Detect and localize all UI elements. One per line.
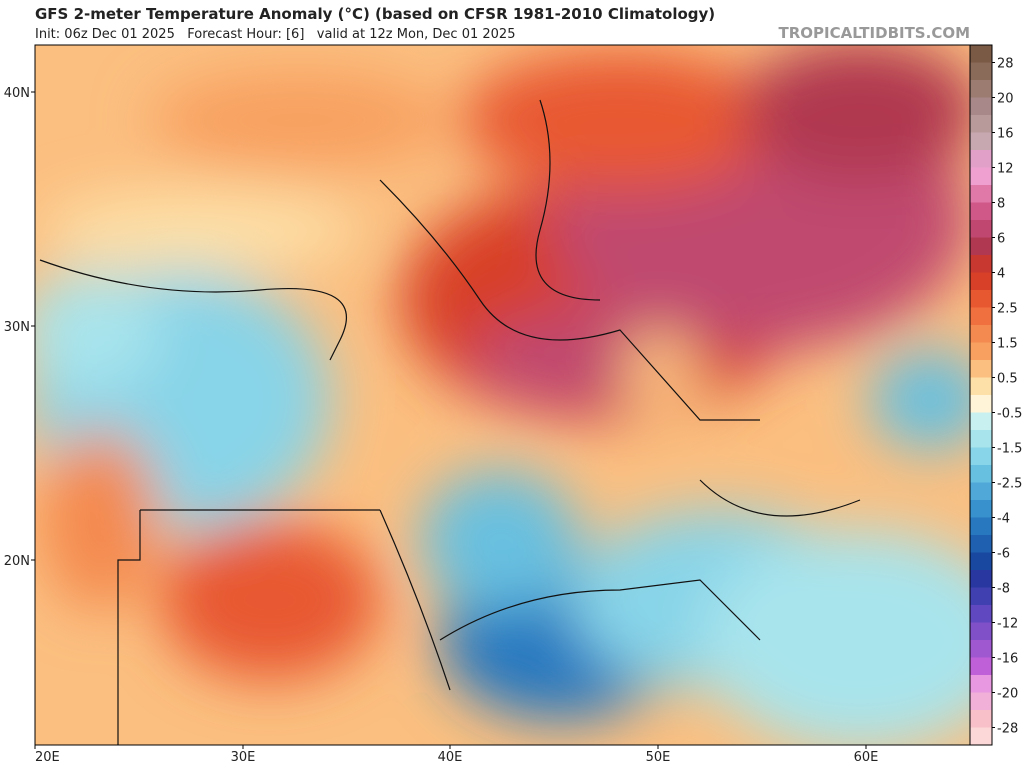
colorbar-frame — [969, 44, 993, 746]
colorbar-swatch — [970, 657, 992, 676]
colorbar-swatch — [970, 447, 992, 466]
lon-label: 50E — [646, 750, 671, 765]
colorbar-label: 28 — [997, 57, 1014, 72]
colorbar-swatch — [970, 45, 992, 63]
colorbar-label: -6 — [997, 547, 1010, 562]
colorbar-swatch — [970, 570, 992, 588]
colorbar-swatch — [970, 692, 992, 711]
colorbar-label: -16 — [997, 652, 1018, 667]
colorbar-swatch — [970, 395, 992, 413]
colorbar-swatch — [970, 482, 992, 501]
colorbar-label: -28 — [997, 722, 1018, 737]
lon-label: 40E — [438, 750, 463, 765]
map-field — [35, 45, 970, 745]
colorbar-swatch — [970, 360, 992, 378]
colorbar-label: -8 — [997, 582, 1010, 597]
colorbar-swatch — [970, 517, 992, 536]
colorbar-swatch — [970, 605, 992, 623]
colorbar-swatch — [970, 115, 992, 133]
colorbar-swatch — [970, 377, 992, 396]
title: GFS 2-meter Temperature Anomaly (°C) (ba… — [35, 5, 715, 23]
colorbar-label: -1.5 — [997, 442, 1022, 457]
lon-label: 60E — [854, 750, 879, 765]
lat-label: 40N — [4, 86, 30, 101]
colorbar-swatch — [970, 727, 992, 746]
lon-label: 20E — [35, 750, 60, 765]
colorbar-label: 12 — [997, 162, 1014, 177]
colorbar-swatch — [970, 290, 992, 308]
colorbar-swatch — [970, 710, 992, 728]
colorbar-label: 4 — [997, 267, 1005, 282]
colorbar-swatch — [970, 150, 992, 168]
colorbar-swatch — [970, 62, 992, 81]
colorbar-label: -2.5 — [997, 477, 1022, 492]
colorbar-label: -4 — [997, 512, 1010, 527]
colorbar-swatch — [970, 220, 992, 238]
colorbar-swatch — [970, 272, 992, 291]
colorbar-swatch — [970, 202, 992, 221]
lat-label: 30N — [4, 320, 30, 335]
colorbar-swatch — [970, 430, 992, 448]
colorbar-swatch — [970, 307, 992, 326]
colorbar-swatch — [970, 412, 992, 431]
lat-label: 20N — [4, 554, 30, 569]
colorbar-swatch — [970, 97, 992, 116]
colorbar-label: -20 — [997, 687, 1018, 702]
colorbar-label: 20 — [997, 92, 1014, 107]
colorbar-swatch — [970, 500, 992, 518]
colorbar-label: 1.5 — [997, 337, 1018, 352]
colorbar-label: 8 — [997, 197, 1005, 212]
colorbar-label: 6 — [997, 232, 1005, 247]
subtitle: Init: 06z Dec 01 2025 Forecast Hour: [6]… — [35, 27, 515, 42]
colorbar-swatch — [970, 325, 992, 343]
colorbar-swatch — [970, 587, 992, 606]
colorbar-swatch — [970, 185, 992, 203]
colorbar-swatch — [970, 465, 992, 483]
colorbar-swatch — [970, 535, 992, 553]
colorbar-swatch — [970, 80, 992, 98]
colorbar-swatch — [970, 237, 992, 256]
colorbar-swatch — [970, 342, 992, 361]
colorbar-label: -12 — [997, 617, 1018, 632]
colorbar-label: 0.5 — [997, 372, 1018, 387]
colorbar-swatch — [970, 132, 992, 151]
site-name: TROPICALTIDBITS.COM — [779, 24, 971, 42]
colorbar-swatch — [970, 255, 992, 273]
colorbar-swatch — [970, 167, 992, 186]
colorbar-swatch — [970, 622, 992, 641]
colorbar-swatch — [970, 552, 992, 571]
colorbar-label: 16 — [997, 127, 1014, 142]
colorbar-label: -0.5 — [997, 407, 1022, 422]
colorbar-swatch — [970, 675, 992, 693]
colorbar-swatch — [970, 640, 992, 658]
colorbar-label: 2.5 — [997, 302, 1018, 317]
lon-label: 30E — [231, 750, 256, 765]
